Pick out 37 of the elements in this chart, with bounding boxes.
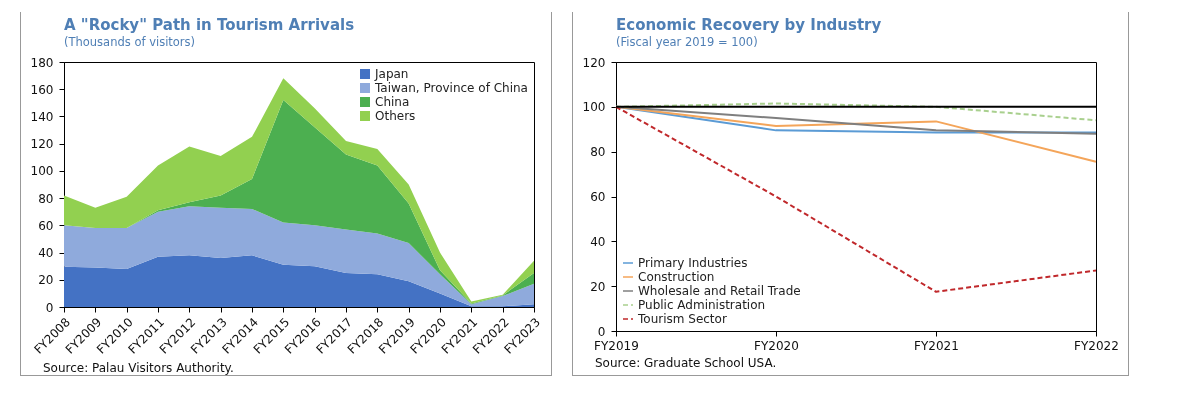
x-tick-label: FY2021 [914, 338, 959, 353]
x-tick-label: FY2019 [594, 338, 639, 353]
y-tick-label: 120 [582, 55, 606, 70]
y-tick-label: 80 [590, 145, 606, 160]
legend-label: Others [375, 109, 416, 123]
y-tick-label: 80 [38, 191, 54, 206]
x-tick-label: FY2020 [754, 338, 799, 353]
legend-label: Tourism Sector [637, 312, 727, 326]
y-tick-label: 20 [38, 273, 54, 288]
legend-label: Primary Industries [638, 256, 748, 270]
source-note: Source: Palau Visitors Authority. [43, 361, 235, 375]
chart-subtitle: (Fiscal year 2019 = 100) [616, 34, 758, 49]
y-tick-label: 140 [30, 109, 54, 124]
y-tick-label: 0 [597, 324, 606, 339]
legend-label: Japan [374, 67, 409, 81]
y-tick-label: 160 [30, 82, 54, 97]
y-tick-label: 0 [45, 300, 54, 315]
y-tick-label: 100 [582, 100, 606, 115]
legend-label: Taiwan, Province of China [374, 81, 528, 95]
legend-label: China [375, 95, 410, 109]
chart-title: Economic Recovery by Industry [616, 15, 882, 34]
legend-label: Wholesale and Retail Trade [638, 284, 801, 298]
y-tick-label: 60 [590, 190, 606, 204]
chart-title: A "Rocky" Path in Tourism Arrivals [64, 15, 355, 34]
source-note: Source: Graduate School USA. [595, 356, 778, 370]
legend-label: Construction [638, 270, 715, 284]
x-tick-label: FY2022 [1074, 338, 1119, 353]
y-tick-label: 40 [590, 234, 606, 249]
y-tick-label: 20 [590, 279, 606, 294]
y-tick-label: 100 [30, 164, 54, 179]
y-tick-label: 60 [38, 218, 54, 233]
chart-subtitle: (Thousands of visitors) [64, 34, 196, 49]
y-tick-label: 180 [30, 55, 54, 70]
legend-label: Public Administration [638, 298, 766, 312]
y-tick-label: 120 [30, 137, 54, 152]
y-tick-label: 40 [38, 246, 54, 261]
line-series [615, 105, 1097, 293]
